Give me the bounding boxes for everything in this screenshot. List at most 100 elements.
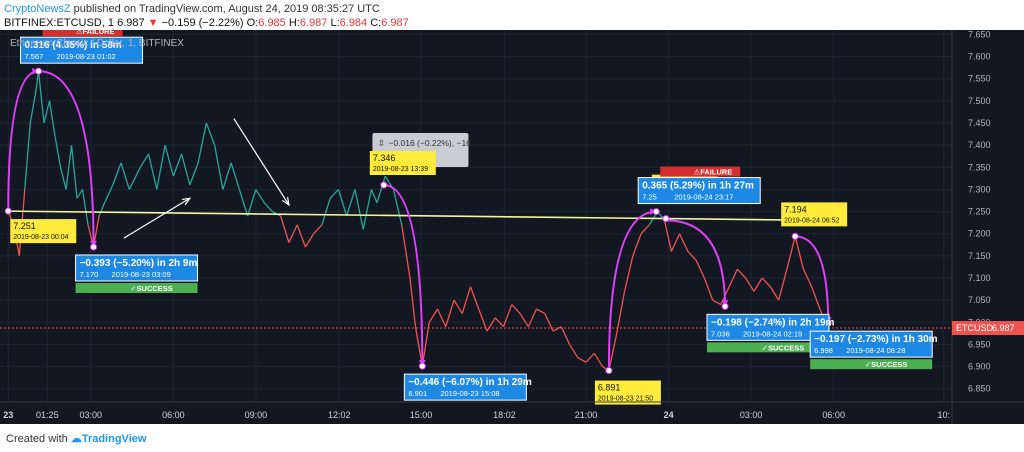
last-price-value: 6.987 bbox=[992, 323, 1015, 333]
measure-price: 6.998 bbox=[814, 346, 833, 355]
price-annotation-value: 7.251 bbox=[13, 221, 36, 231]
x-tick-label: 23 bbox=[3, 410, 13, 420]
warning-icon: ⚠ bbox=[76, 30, 83, 36]
price-segment bbox=[687, 250, 697, 261]
price-segment bbox=[761, 277, 771, 288]
price-segment bbox=[189, 162, 199, 186]
price-annotation-bg bbox=[781, 202, 848, 227]
price-segment bbox=[811, 286, 821, 310]
arrow-line bbox=[233, 118, 290, 206]
anchor-point bbox=[90, 243, 98, 251]
price-segment bbox=[552, 326, 562, 332]
status-badge-label: SUCCESS bbox=[871, 360, 907, 369]
measure-callout-bg bbox=[637, 177, 761, 205]
failure-badge bbox=[42, 30, 123, 37]
y-tick-label: 7.650 bbox=[968, 30, 991, 39]
grid bbox=[0, 30, 952, 402]
price-segment bbox=[172, 153, 183, 177]
measure-change: −0.446 (−6.07%) in 1h 29m bbox=[408, 377, 532, 388]
arrow-head bbox=[181, 197, 192, 206]
price-segment bbox=[230, 162, 240, 190]
arc-drawings bbox=[7, 67, 832, 371]
x-tick-label: 09:00 bbox=[245, 410, 268, 420]
price-segment bbox=[436, 308, 447, 327]
trend-arrows bbox=[123, 118, 290, 239]
x-tick-label: 06:00 bbox=[822, 410, 845, 420]
price-segment bbox=[409, 277, 417, 327]
price-segment bbox=[728, 268, 738, 288]
price-segment bbox=[139, 153, 150, 168]
price-segment bbox=[354, 189, 364, 230]
publish-text: published on TradingView.com, August 24,… bbox=[70, 3, 380, 15]
y-tick-label: 7.350 bbox=[968, 162, 991, 172]
price-segment bbox=[593, 352, 604, 367]
chart-annotations: ⇳−0.016 (−0.22%), −16⇔23h 58m7.2512019-0… bbox=[10, 30, 938, 405]
price-segment bbox=[745, 277, 755, 292]
chart-title: Ethereum Classic / Dollar, 1, BITFINEX bbox=[10, 38, 184, 49]
tradingview-brand[interactable]: TradingView bbox=[81, 433, 147, 445]
x-tick-label: 06:00 bbox=[162, 410, 185, 420]
anchor-points bbox=[4, 67, 832, 375]
x-tick-label: 24 bbox=[664, 410, 674, 420]
range-icon: ⇳ bbox=[377, 138, 385, 148]
price-annotation-value: 7.194 bbox=[784, 204, 807, 214]
y-tick-label: 7.050 bbox=[968, 295, 991, 305]
price-chart[interactable]: ⇳−0.016 (−0.22%), −16⇔23h 58m7.2512019-0… bbox=[0, 30, 1024, 424]
price-segment bbox=[76, 189, 84, 199]
price-segment bbox=[120, 162, 130, 190]
price-segment bbox=[670, 233, 681, 252]
y-tick-label: 6.850 bbox=[968, 384, 991, 394]
y-tick-label: 6.900 bbox=[968, 362, 991, 372]
price-segment bbox=[164, 144, 174, 177]
measure-date: 2019-08-23 01:02 bbox=[57, 52, 116, 61]
arrow-head bbox=[281, 196, 290, 207]
price-segment bbox=[247, 189, 257, 217]
price-segment bbox=[255, 189, 265, 204]
low-value: 6.984 bbox=[339, 17, 368, 29]
measure-date: 2019-08-24 23:17 bbox=[674, 193, 733, 202]
close-value: 6.987 bbox=[381, 17, 409, 29]
price-segment bbox=[346, 189, 356, 217]
arrow-line bbox=[123, 197, 191, 239]
arc-path bbox=[38, 70, 95, 248]
author-link[interactable]: CryptoNewsZ bbox=[4, 3, 71, 15]
price-segment bbox=[103, 184, 114, 203]
measure-callout-bg bbox=[809, 330, 933, 358]
last-price-tag-bg bbox=[952, 321, 1024, 336]
price-segment bbox=[48, 100, 56, 137]
anchor-point bbox=[380, 181, 388, 189]
price-segment bbox=[376, 175, 386, 203]
price-segment bbox=[414, 326, 423, 367]
y-tick-label: 7.550 bbox=[968, 74, 991, 84]
measure-callout-bg bbox=[75, 254, 199, 282]
price-annotation-bg bbox=[369, 151, 436, 175]
measure-change: 0.316 (4.35%) in 58m bbox=[25, 40, 122, 51]
price-segment bbox=[401, 224, 411, 279]
measure-callout-bg bbox=[706, 313, 830, 341]
price-segment bbox=[156, 145, 166, 190]
price-segment bbox=[213, 145, 224, 190]
price-segment bbox=[98, 202, 106, 217]
price-annotation-date: 2019-08-24 06:52 bbox=[784, 217, 839, 224]
measure-price: 7.036 bbox=[711, 329, 730, 338]
price-annotation: 7.194 2019-08-24 06:52 bbox=[781, 202, 848, 227]
price-annotation-date: 2019-08-23 00:04 bbox=[13, 234, 68, 241]
success-badge bbox=[75, 283, 198, 293]
measure-callout-bg bbox=[403, 373, 527, 401]
change-arrow-icon: ▼ bbox=[147, 17, 159, 29]
measure-price: 7.170 bbox=[80, 270, 99, 279]
price-segment bbox=[640, 224, 650, 235]
success-badge bbox=[810, 359, 933, 370]
measure-price: 6.901 bbox=[408, 389, 427, 398]
measure-change: −0.197 (−2.73%) in 1h 30m bbox=[814, 334, 938, 345]
measure-change: −0.393 (−5.20%) in 2h 9m bbox=[80, 258, 198, 269]
y-tick-label: 7.300 bbox=[968, 184, 991, 194]
trendline-segment bbox=[8, 210, 829, 222]
measure-callout-bg bbox=[20, 36, 144, 64]
publish-header: CryptoNewsZ published on TradingView.com… bbox=[0, 0, 1024, 30]
measure-date: 2019-08-23 15:08 bbox=[440, 389, 499, 398]
anchor-point bbox=[605, 367, 613, 375]
price-segment bbox=[329, 188, 339, 199]
price-segment bbox=[304, 233, 315, 248]
